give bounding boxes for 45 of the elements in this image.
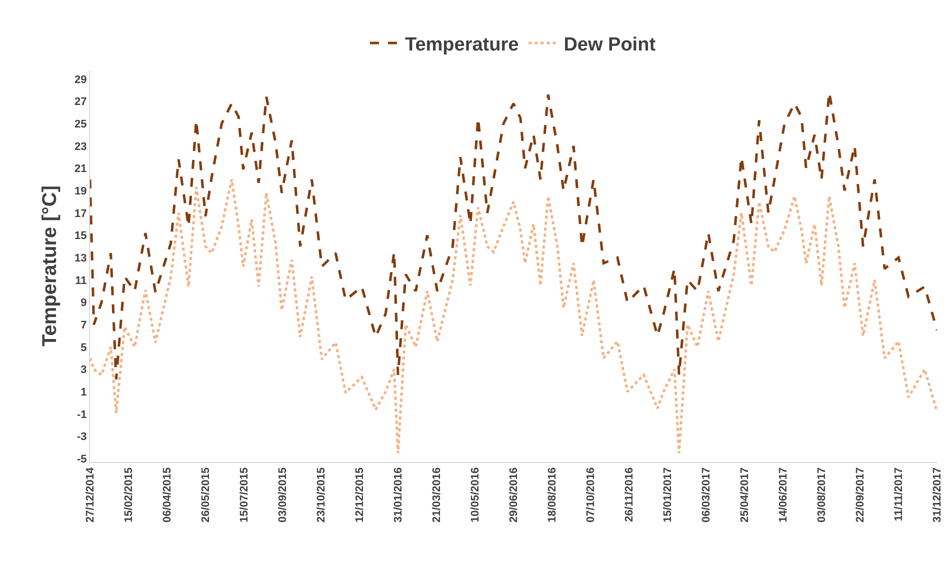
x-tick-label: 07/10/2016 — [585, 467, 598, 522]
x-tick-label: 03/09/2015 — [277, 467, 290, 522]
y-tick-label: 29 — [74, 74, 87, 86]
y-tick-label: 17 — [74, 208, 87, 220]
x-tick-label: 21/03/2016 — [431, 467, 444, 522]
line-series — [90, 178, 937, 454]
x-tick-label: 11/11/2017 — [893, 467, 906, 522]
x-tick-label: 25/04/2017 — [739, 467, 752, 522]
x-tick-label: 06/03/2017 — [700, 467, 713, 522]
x-tick-label: 06/04/2015 — [162, 467, 174, 522]
y-tick-label: 19 — [74, 185, 87, 198]
y-tick-label: 27 — [74, 96, 87, 108]
y-tick-label: 21 — [74, 163, 87, 176]
x-tick-label: 15/07/2015 — [238, 467, 251, 522]
x-tick-label: 15/01/2017 — [662, 467, 674, 522]
x-tick-label: 29/06/2016 — [508, 467, 520, 522]
y-tick-label: 5 — [80, 342, 87, 354]
x-tick-label: 12/12/2015 — [354, 467, 366, 522]
y-tick-label: -5 — [77, 454, 87, 466]
x-tick-label: 27/12/2014 — [84, 466, 97, 522]
x-tick-label: 23/10/2015 — [316, 467, 328, 522]
x-tick-label: 31/01/2016 — [392, 467, 405, 522]
y-tick-label: 1 — [80, 386, 87, 398]
x-tick-label: 15/02/2015 — [123, 467, 136, 522]
y-tick-label: 7 — [80, 319, 87, 332]
legend-label: Temperature — [405, 34, 519, 56]
x-tick-label: 03/08/2017 — [816, 467, 828, 522]
x-tick-label: 31/12/2017 — [932, 467, 944, 522]
y-tick-label: 11 — [75, 274, 87, 287]
x-tick-label: 26/11/2016 — [624, 467, 636, 522]
y-tick-label: 13 — [74, 252, 87, 264]
y-tick-label: 9 — [80, 297, 87, 310]
y-tick-label: -1 — [77, 408, 87, 421]
y-tick-label: -3 — [77, 431, 87, 444]
x-tick-label: 10/05/2016 — [470, 467, 482, 522]
x-tick-label: 14/06/2017 — [778, 467, 790, 522]
legend-label: Dew Point — [564, 34, 656, 56]
y-axis-title: Temperature [°C] — [39, 186, 62, 346]
x-tick-label: 22/09/2017 — [854, 467, 867, 522]
y-tick-label: 25 — [74, 118, 87, 130]
y-tick-label: 3 — [80, 364, 87, 376]
y-tick-label: 15 — [74, 230, 87, 242]
y-tick-label: 23 — [74, 140, 87, 153]
x-tick-label: 18/08/2016 — [546, 467, 559, 522]
x-tick-label: 26/05/2015 — [200, 467, 212, 522]
